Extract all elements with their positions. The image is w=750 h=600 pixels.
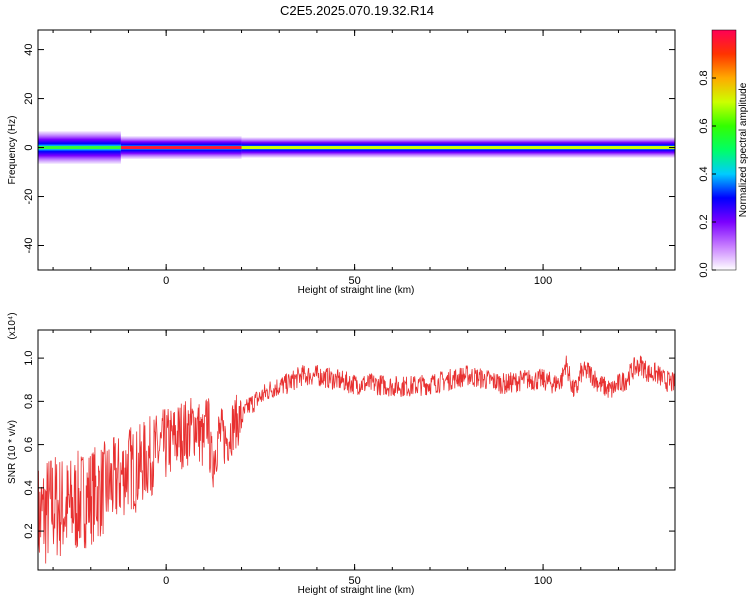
spectrogram-x-tick-label: 0: [163, 275, 169, 287]
spectrogram-y-axis-label: Frequency (Hz): [7, 116, 18, 185]
spectrogram-frame: [37, 29, 676, 271]
spectrogram-y-tick-label: -20: [23, 189, 35, 205]
snr-y-scale-note: (x10⁴): [7, 312, 18, 339]
snr-y-tick-label: 0.6: [23, 437, 35, 452]
colorbar-tick-label: 0.4: [698, 166, 710, 181]
spectrogram-y-tick-label: 0: [23, 144, 35, 150]
spectrogram-x-axis-label: Height of straight line (km): [298, 285, 415, 296]
snr-panel: 0 50 100 0.2 0.4 0.6 0.8 1.0 Height of straight…: [7, 312, 676, 596]
spectrogram-panel: 0 50 100 -40 -20 0 20 40 Height of straight lin…: [7, 29, 676, 296]
spectrogram-y-tick-label: 40: [23, 43, 35, 55]
colorbar-tick-label: 0.2: [698, 214, 710, 229]
colorbar-tick-label: 0.0: [698, 262, 710, 277]
snr-y-tick-label: 0.2: [23, 523, 35, 538]
spectrogram-ticks: 0 50 100 -40 -20 0 20 40: [23, 30, 675, 287]
snr-y-tick-label: 0.4: [23, 480, 35, 495]
spectrogram-y-tick-label: 20: [23, 92, 35, 104]
colorbar-label: Normalized spectral amplitude: [738, 82, 749, 217]
snr-y-axis-label: SNR (10 * v/v): [7, 420, 18, 484]
colorbar: 0.0 0.2 0.4 0.6 0.8 Normalized spectral ampl…: [698, 29, 749, 278]
snr-x-tick-label: 100: [534, 575, 552, 587]
snr-y-tick-label: 1.0: [23, 350, 35, 365]
colorbar-tick-label: 0.6: [698, 118, 710, 133]
spectrogram-x-tick-label: 100: [534, 275, 552, 287]
spectrogram-y-tick-label: -40: [23, 238, 35, 254]
colorbar-tick-label: 0.8: [698, 70, 710, 85]
colorbar-gradient: [711, 29, 737, 271]
spectrogram-band-core: [120, 146, 242, 150]
snr-series-line: [38, 355, 675, 570]
spectrogram-x-tick-label: 50: [348, 275, 360, 287]
snr-ticks: 0 50 100 0.2 0.4 0.6 0.8 1.0: [23, 330, 675, 587]
snr-y-tick-label: 0.8: [23, 394, 35, 409]
chart-title: C2E5.2025.070.19.32.R14: [280, 3, 434, 18]
snr-x-tick-label: 0: [163, 575, 169, 587]
snr-x-tick-label: 50: [348, 575, 360, 587]
colorbar-ticks: 0.0 0.2 0.4 0.6 0.8: [698, 70, 716, 278]
snr-x-axis-label: Height of straight line (km): [298, 585, 415, 596]
spectrogram-band-core: [38, 146, 121, 150]
spectrogram-band: [38, 131, 675, 164]
snr-frame: [37, 329, 676, 571]
spectrogram-band-core: [241, 146, 675, 150]
